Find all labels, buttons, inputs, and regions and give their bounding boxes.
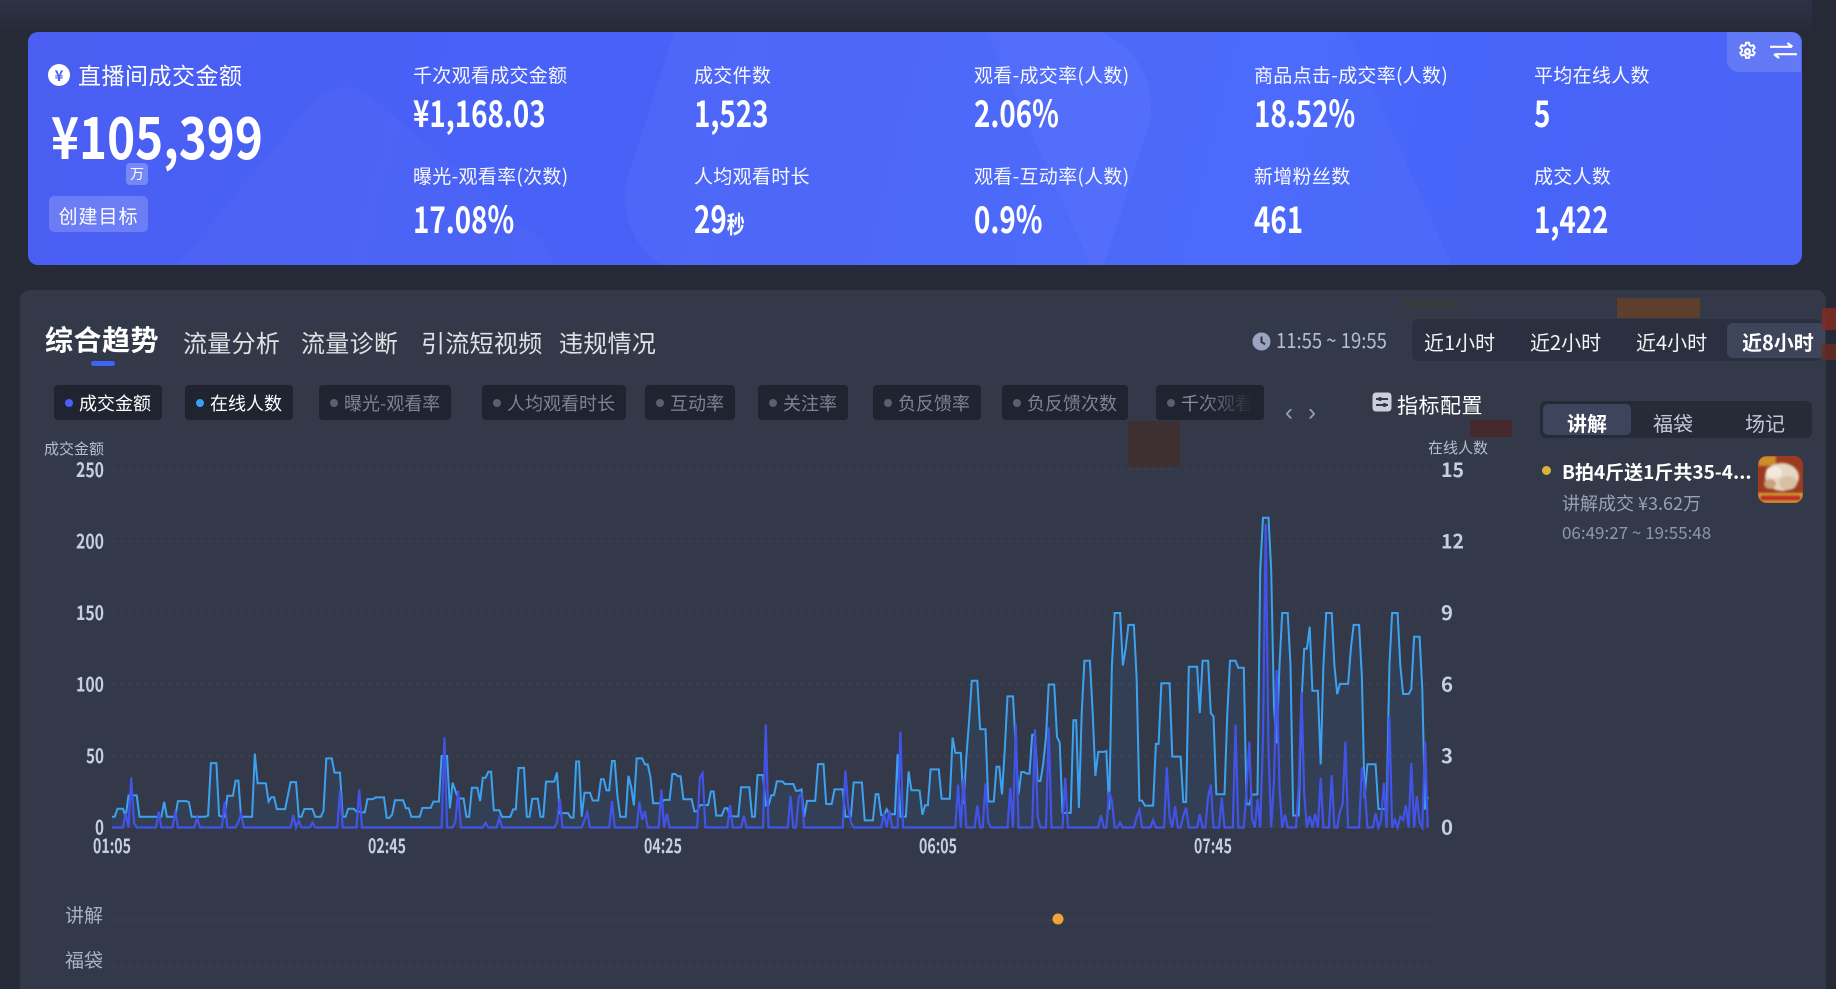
svg-text:150: 150 bbox=[76, 597, 104, 626]
svg-text:9: 9 bbox=[1441, 597, 1453, 626]
svg-text:0: 0 bbox=[1441, 812, 1453, 841]
svg-text:04:25: 04:25 bbox=[644, 830, 682, 859]
svg-text:成交金额: 成交金额 bbox=[44, 438, 104, 459]
svg-text:15: 15 bbox=[1441, 454, 1464, 483]
svg-text:07:45: 07:45 bbox=[1194, 830, 1232, 859]
svg-text:12: 12 bbox=[1441, 526, 1464, 555]
svg-text:100: 100 bbox=[76, 669, 104, 698]
svg-text:200: 200 bbox=[76, 526, 104, 555]
svg-text:06:05: 06:05 bbox=[919, 830, 957, 859]
svg-text:在线人数: 在线人数 bbox=[1428, 437, 1488, 458]
svg-text:0: 0 bbox=[95, 812, 104, 841]
svg-text:01:05: 01:05 bbox=[93, 830, 131, 859]
svg-text:02:45: 02:45 bbox=[368, 830, 406, 859]
svg-text:3: 3 bbox=[1441, 740, 1453, 769]
svg-text:250: 250 bbox=[76, 454, 104, 483]
svg-text:50: 50 bbox=[86, 740, 104, 769]
svg-text:6: 6 bbox=[1441, 669, 1453, 698]
